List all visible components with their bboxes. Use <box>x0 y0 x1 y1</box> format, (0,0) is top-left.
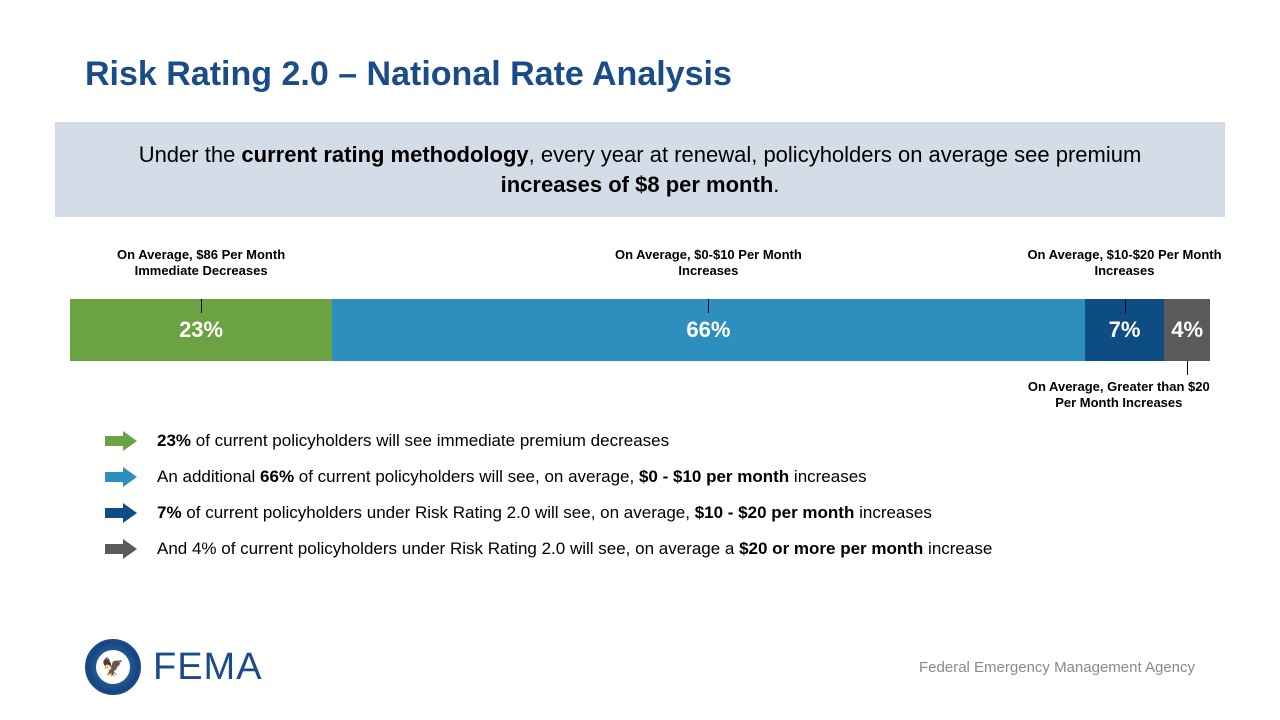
arrow-icon <box>105 467 139 487</box>
arrow-icon <box>105 431 139 451</box>
arrow-icon <box>105 503 139 523</box>
chart-top-label: On Average, $86 Per Month Immediate Decr… <box>91 247 311 278</box>
bullet-text: 23% of current policyholders will see im… <box>157 431 669 451</box>
bullet-item: An additional 66% of current policyholde… <box>105 467 1195 487</box>
arrow-icon <box>105 539 139 559</box>
bullet-text: 7% of current policyholders under Risk R… <box>157 503 932 523</box>
bullet-item: 23% of current policyholders will see im… <box>105 431 1195 451</box>
chart-top-label: On Average, $10-$20 Per Month Increases <box>1015 247 1235 278</box>
fema-wordmark: FEMA <box>153 646 263 689</box>
agency-name: Federal Emergency Management Agency <box>919 659 1195 676</box>
bullet-text: An additional 66% of current policyholde… <box>157 467 867 487</box>
banner: Under the current rating methodology, ev… <box>55 122 1225 217</box>
chart-top-label: On Average, $0-$10 Per Month Increases <box>598 247 818 278</box>
dhs-seal-icon: 🦅 <box>85 639 141 695</box>
rate-distribution-chart: On Average, $86 Per Month Immediate Decr… <box>70 247 1210 421</box>
bullet-list: 23% of current policyholders will see im… <box>105 431 1195 559</box>
bullet-item: And 4% of current policyholders under Ri… <box>105 539 1195 559</box>
page-title: Risk Rating 2.0 – National Rate Analysis <box>85 55 1195 94</box>
fema-logo: 🦅 FEMA <box>85 639 263 695</box>
footer: 🦅 FEMA Federal Emergency Management Agen… <box>85 639 1195 695</box>
bullet-text: And 4% of current policyholders under Ri… <box>157 539 992 559</box>
chart-bottom-label: On Average, Greater than $20 Per Month I… <box>1019 379 1219 410</box>
bar-segment: 4% <box>1164 299 1210 361</box>
bullet-item: 7% of current policyholders under Risk R… <box>105 503 1195 523</box>
